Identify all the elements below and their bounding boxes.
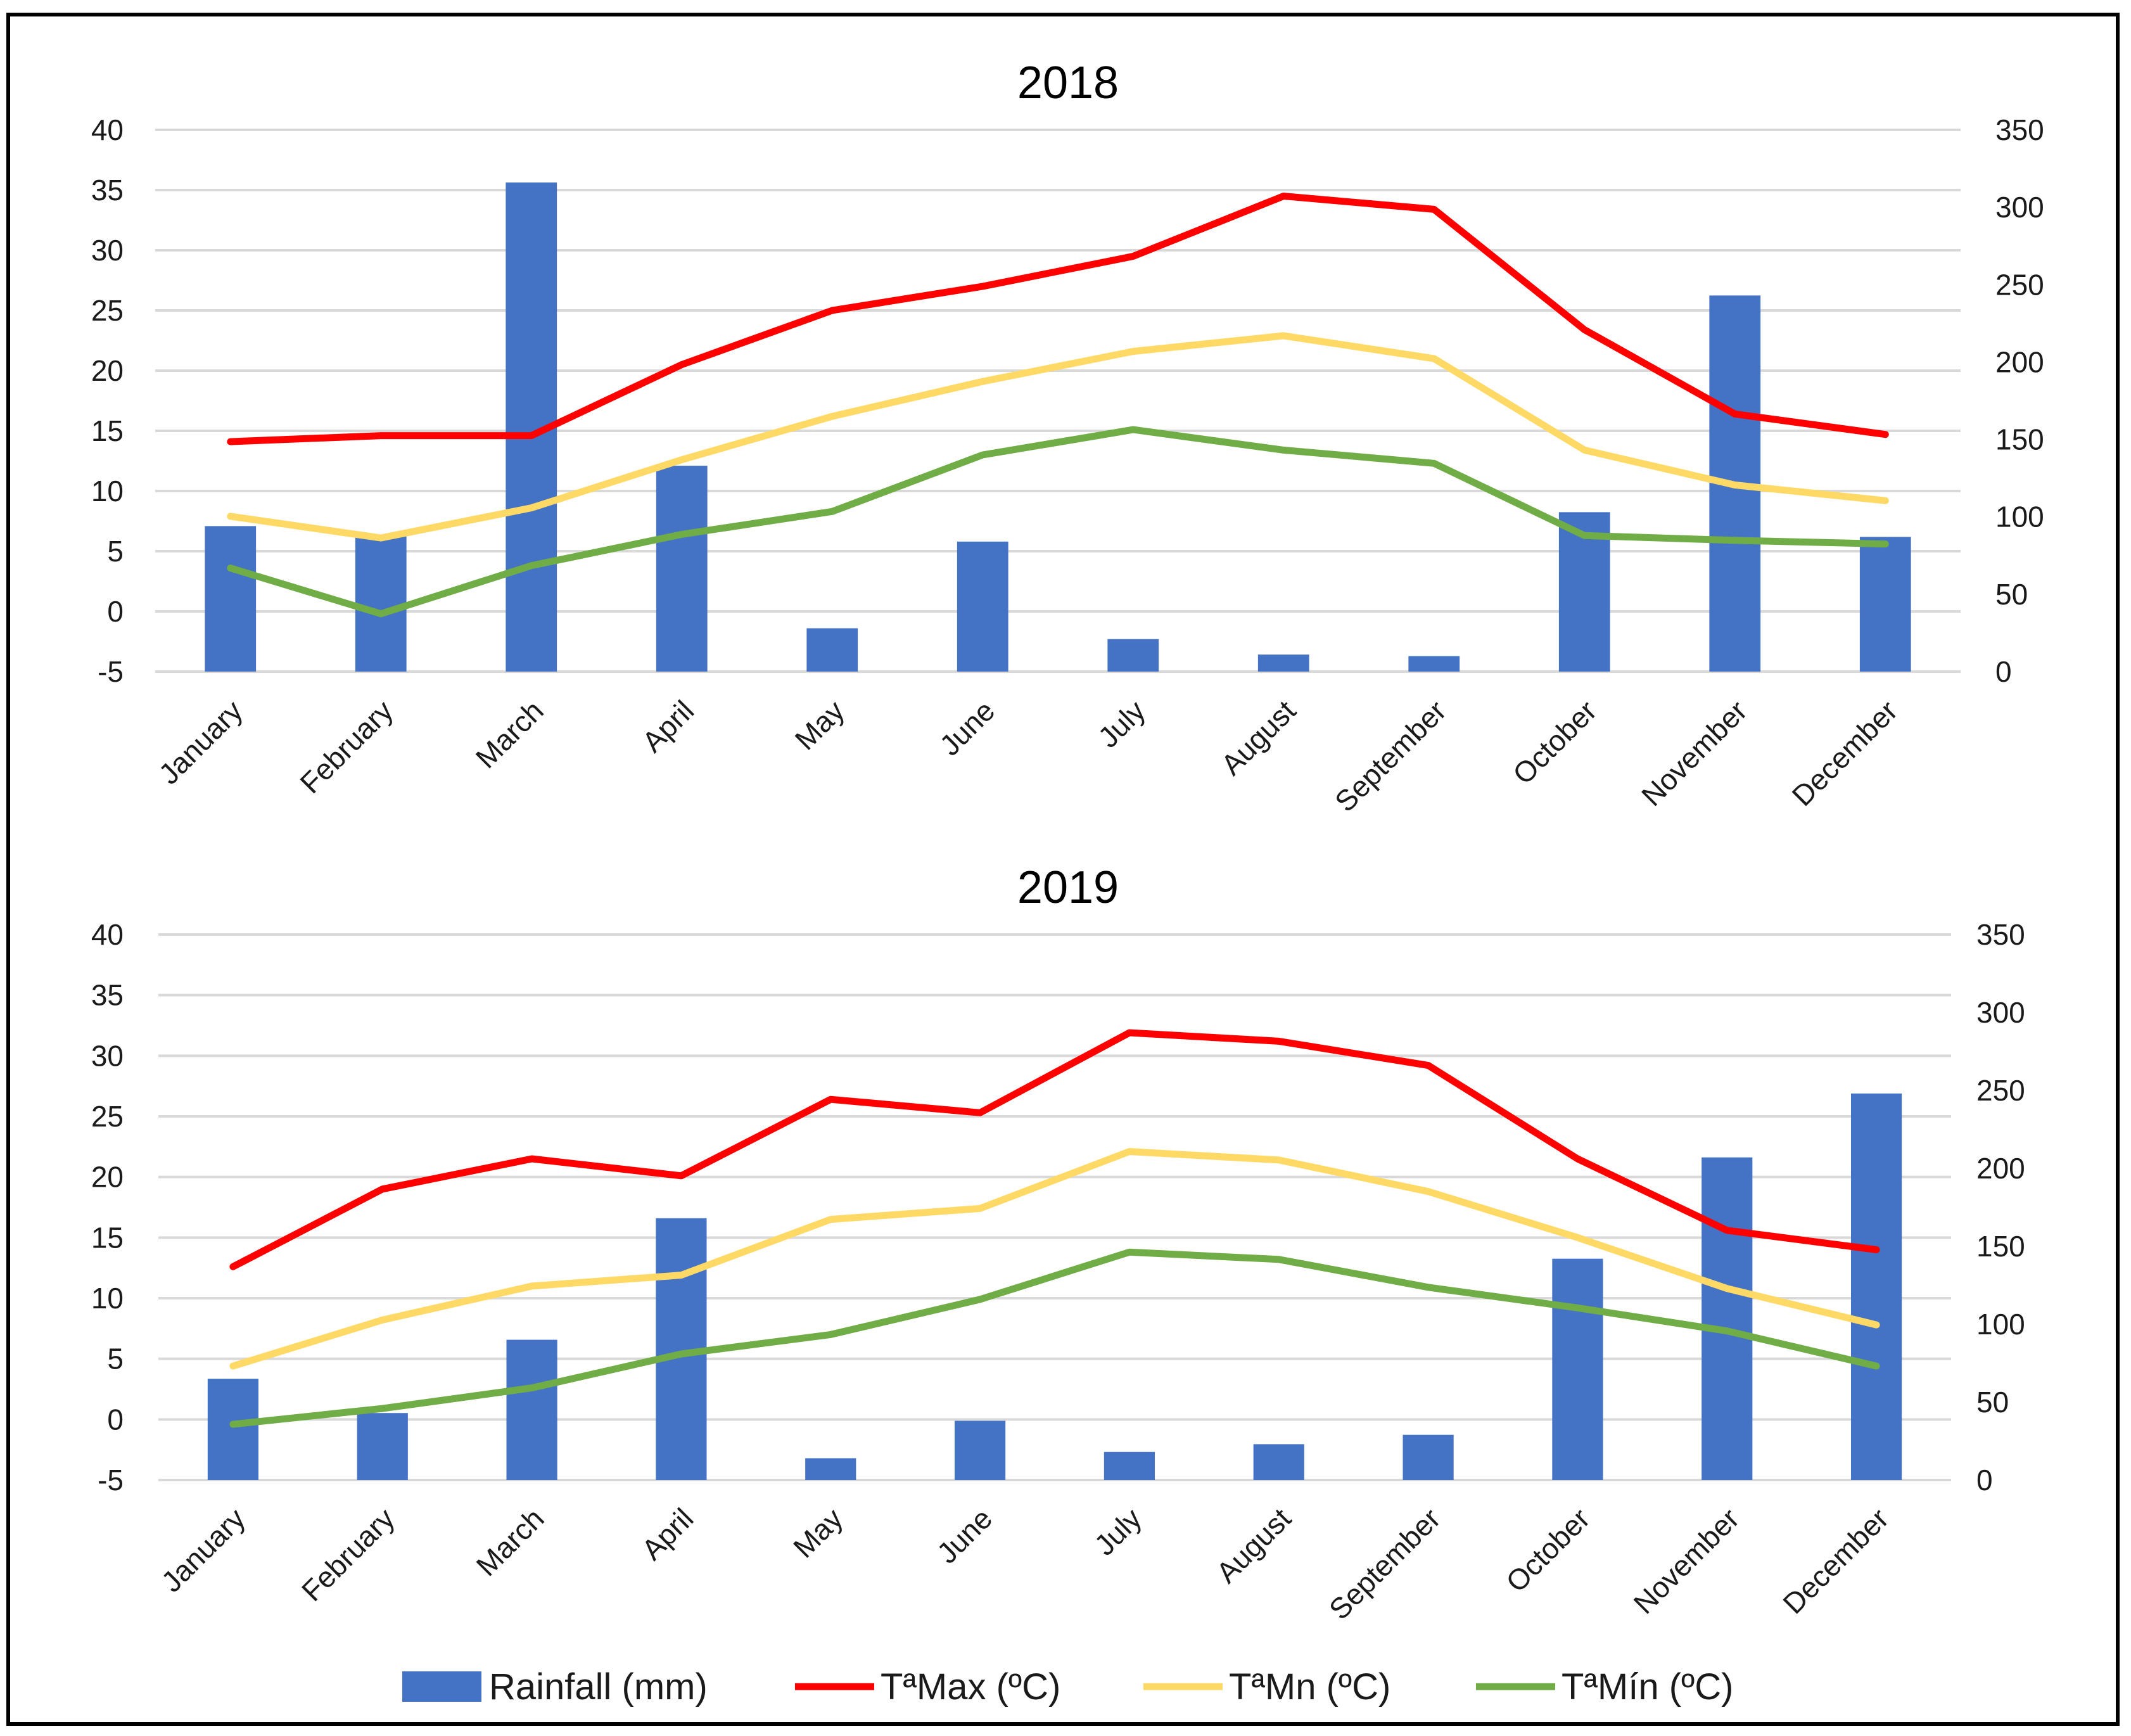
left-axis-tick-label: 15 (91, 414, 124, 447)
rainfall-bar (954, 1420, 1006, 1480)
right-axis-tick-label: 350 (1976, 918, 2025, 951)
left-axis-tick-label: 0 (107, 595, 124, 628)
rainfall-bar (1104, 1452, 1155, 1480)
right-axis-tick-label: 50 (1976, 1386, 2009, 1419)
left-axis-tick-label: 10 (91, 1282, 124, 1315)
legend-label: TªMax (ºC) (881, 1666, 1060, 1707)
category-label: February (293, 694, 399, 800)
temperature-line (229, 1248, 1880, 1428)
right-axis-tick-label: 150 (1995, 423, 2044, 456)
rainfall-bar (1702, 1157, 1753, 1480)
rainfall-bar (806, 628, 858, 672)
category-label: October (1506, 694, 1603, 790)
right-axis-tick-label: 300 (1976, 996, 2025, 1029)
category-label: October (1499, 1502, 1596, 1598)
temperature-line (227, 332, 1889, 542)
category-label: January (155, 1502, 251, 1598)
rainfall-bar (1253, 1444, 1304, 1480)
legend-label: TªMn (ºC) (1229, 1666, 1390, 1707)
category-label: July (1088, 1502, 1148, 1562)
chart-title: 2019 (1017, 862, 1119, 913)
right-axis-tick-label: 100 (1995, 501, 2044, 533)
rainfall-bar (957, 541, 1008, 672)
category-label: June (931, 1502, 998, 1569)
left-axis-tick-label: 25 (91, 294, 124, 327)
chart-panel-2018: 20184035302520151050-5350300250200150100… (91, 58, 2044, 818)
right-axis-tick-label: 300 (1995, 191, 2044, 224)
category-label: June (933, 694, 1001, 762)
rainfall-bar (1850, 1093, 1902, 1480)
temperature-line (227, 426, 1889, 618)
left-axis-tick-label: 25 (91, 1100, 124, 1133)
left-axis-tick-label: 5 (107, 1343, 124, 1375)
category-label: November (1635, 694, 1753, 812)
chart-title: 2018 (1017, 58, 1119, 108)
rainfall-bar (506, 1339, 557, 1480)
category-label: February (295, 1502, 401, 1607)
category-label: August (1214, 694, 1302, 781)
left-axis-tick-label: 20 (91, 1161, 124, 1194)
rainfall-bar (805, 1458, 856, 1480)
legend-label: Rainfall (mm) (489, 1666, 708, 1707)
right-axis-tick-label: 200 (1976, 1152, 2025, 1185)
left-axis-tick-label: 35 (91, 979, 124, 1012)
category-label: August (1210, 1502, 1297, 1589)
left-axis-tick-label: 20 (91, 354, 124, 387)
left-axis-tick-label: -5 (98, 1464, 124, 1497)
category-label: January (152, 694, 248, 790)
right-axis-tick-label: 0 (1995, 655, 2012, 688)
left-axis-tick-label: 5 (107, 535, 124, 568)
right-axis-tick-label: 50 (1995, 578, 2028, 611)
right-axis-tick-label: 150 (1976, 1230, 2025, 1263)
left-axis-tick-label: 30 (91, 234, 124, 267)
right-axis-tick-label: 200 (1995, 345, 2044, 378)
rainfall-bar (207, 1379, 259, 1480)
category-label: September (1328, 694, 1453, 818)
left-axis-tick-label: 30 (91, 1039, 124, 1072)
left-axis-tick-label: 10 (91, 475, 124, 507)
right-axis-tick-label: 0 (1976, 1464, 1993, 1497)
right-axis-tick-label: 250 (1995, 268, 2044, 301)
rainfall-bar (1859, 537, 1911, 672)
category-label: April (635, 1502, 700, 1566)
rainfall-bar (355, 535, 407, 672)
legend: Rainfall (mm) TªMax (ºC) TªMn (ºC) TªMín (º… (402, 1666, 1733, 1707)
left-axis-tick-label: -5 (98, 655, 124, 688)
category-label: May (789, 694, 851, 756)
right-axis-tick-label: 250 (1976, 1074, 2025, 1107)
category-label: December (1776, 1502, 1895, 1620)
temperature-line (229, 1148, 1880, 1370)
left-axis-tick-label: 40 (91, 918, 124, 951)
left-axis-tick-label: 40 (91, 113, 124, 146)
right-axis-tick-label: 100 (1976, 1308, 2025, 1341)
category-label: April (635, 694, 700, 758)
chart-panel-2019: 20194035302520151050-5350300250200150100… (91, 862, 2025, 1626)
rainfall-bar (656, 466, 708, 672)
rainfall-bar (205, 526, 257, 672)
rainfall-bar (1403, 1434, 1454, 1480)
left-axis-tick-label: 35 (91, 174, 124, 207)
temperature-line (227, 193, 1889, 445)
legend-swatch-bar (402, 1671, 481, 1702)
rainfall-bar (1257, 654, 1309, 672)
category-label: July (1091, 694, 1152, 754)
category-label: March (470, 1502, 550, 1582)
rainfall-bar (1107, 639, 1159, 672)
category-label: May (787, 1502, 849, 1564)
left-axis-tick-label: 0 (107, 1403, 124, 1436)
rainfall-bar (1408, 656, 1460, 672)
category-label: September (1323, 1502, 1447, 1626)
category-label: November (1627, 1502, 1746, 1620)
temperature-line (229, 1029, 1880, 1270)
legend-label: TªMín (ºC) (1562, 1666, 1733, 1707)
left-axis-tick-label: 15 (91, 1221, 124, 1254)
rainfall-bar (1552, 1258, 1603, 1480)
category-label: December (1786, 694, 1904, 812)
right-axis-tick-label: 350 (1995, 113, 2044, 146)
category-label: March (469, 694, 550, 774)
rainfall-bar (357, 1413, 408, 1480)
